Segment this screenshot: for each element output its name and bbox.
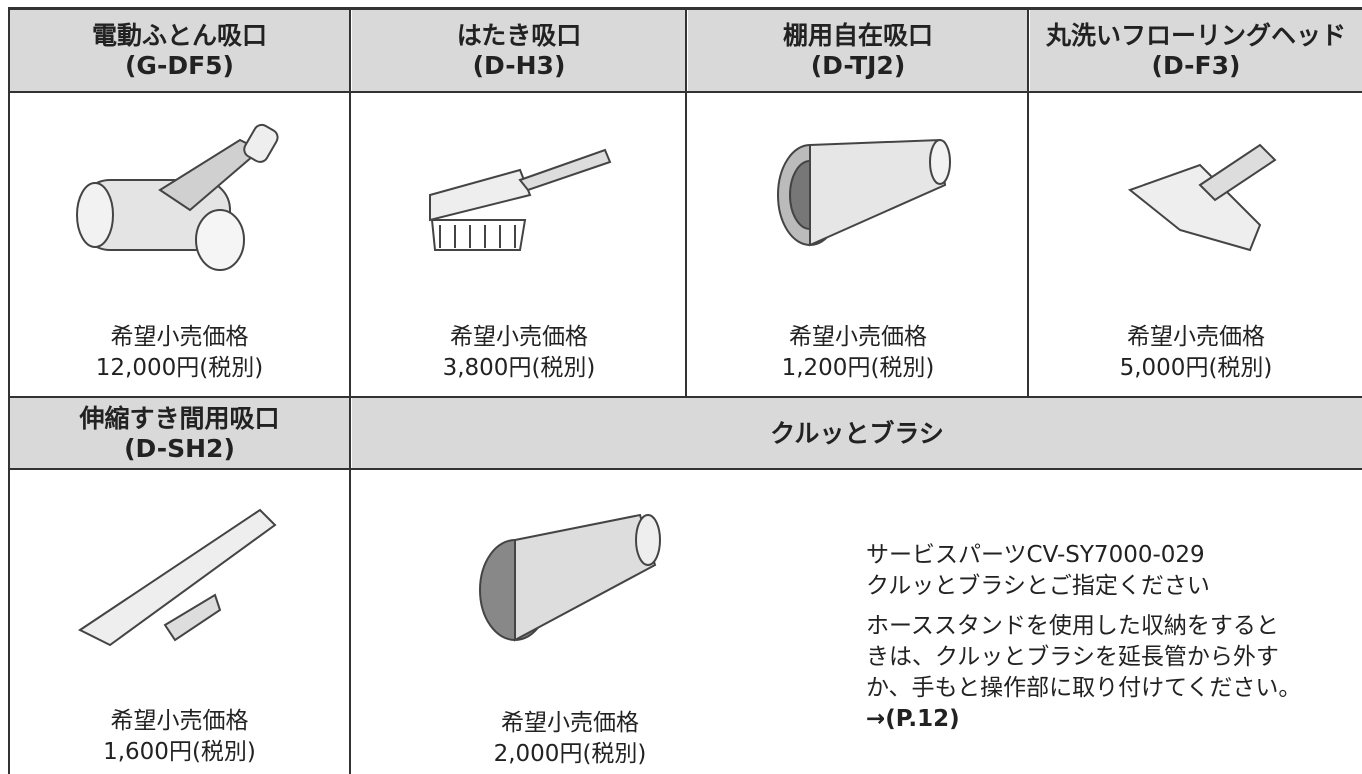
price-label: 希望小売価格 [501,710,639,736]
product-name: 丸洗いフローリングヘッド [1045,20,1346,50]
header-cell: はたき吸口 (D-H3) [352,9,686,92]
product-model: (D-F3) [1151,50,1241,80]
note-part: サービスパーツCV-SY7000-029 [866,542,1205,568]
price-value: 5,000円(税別) [1119,355,1273,381]
border [1027,7,1029,397]
product-image [777,138,951,247]
product-model: (D-TJ2) [810,50,906,80]
note-line: ホーススタンドを使用した収納をすると [866,613,1279,639]
price-label: 希望小売価格 [450,324,588,350]
price-cell: 希望小売価格 3,800円(税別) [352,322,686,384]
border [8,396,1362,398]
price-cell: 希望小売価格 1,600円(税別) [9,706,350,768]
price-value: 1,600円(税別) [103,739,256,765]
header-cell: 電動ふとん吸口 (G-DF5) [9,9,350,92]
price-cell: 希望小売価格 5,000円(税別) [1030,322,1362,384]
price-cell: 希望小売価格 12,000円(税別) [9,322,350,384]
price-value: 2,000円(税別) [493,741,647,767]
note-line: か、手もと操作部に取り付けてください。 [866,675,1302,701]
price-label: 希望小売価格 [110,708,249,734]
header-cell: 丸洗いフローリングヘッド (D-F3) [1030,9,1362,92]
price-cell: 希望小売価格 2,000円(税別) [400,708,740,770]
product-image [479,513,661,642]
product-model: (G-DF5) [125,50,234,80]
product-model: (D-H3) [472,50,566,80]
product-image [1127,143,1277,252]
product-name: はたき吸口 [456,20,582,50]
note-instruction: クルッとブラシとご指定ください [866,573,1210,599]
price-value: 12,000円(税別) [95,355,264,381]
border [349,7,351,774]
price-value: 1,200円(税別) [781,355,935,381]
border [685,7,687,96]
product-image [78,508,277,647]
product-model: (D-SH2) [124,433,235,463]
product-name: 伸縮すき間用吸口 [79,403,280,433]
border [8,468,1362,470]
border [8,7,10,774]
product-image [76,123,279,271]
note-reference: →(P.12) [866,706,960,732]
product-name: クルッとブラシ [770,418,944,448]
header-cell: クルッとブラシ [352,398,1362,469]
product-name: 電動ふとん吸口 [91,20,267,50]
header-cell: 棚用自在吸口 (D-TJ2) [688,9,1028,92]
price-label: 希望小売価格 [110,324,249,350]
header-cell: 伸縮すき間用吸口 (D-SH2) [9,398,350,469]
price-value: 3,800円(税別) [442,355,596,381]
price-cell: 希望小売価格 1,200円(税別) [688,322,1028,384]
price-label: 希望小売価格 [1127,324,1265,350]
price-label: 希望小売価格 [789,324,927,350]
note-line: きは、クルッとブラシを延長管から外す [866,644,1279,670]
border [685,91,687,397]
product-image [429,148,612,251]
product-name: 棚用自在吸口 [782,20,933,50]
